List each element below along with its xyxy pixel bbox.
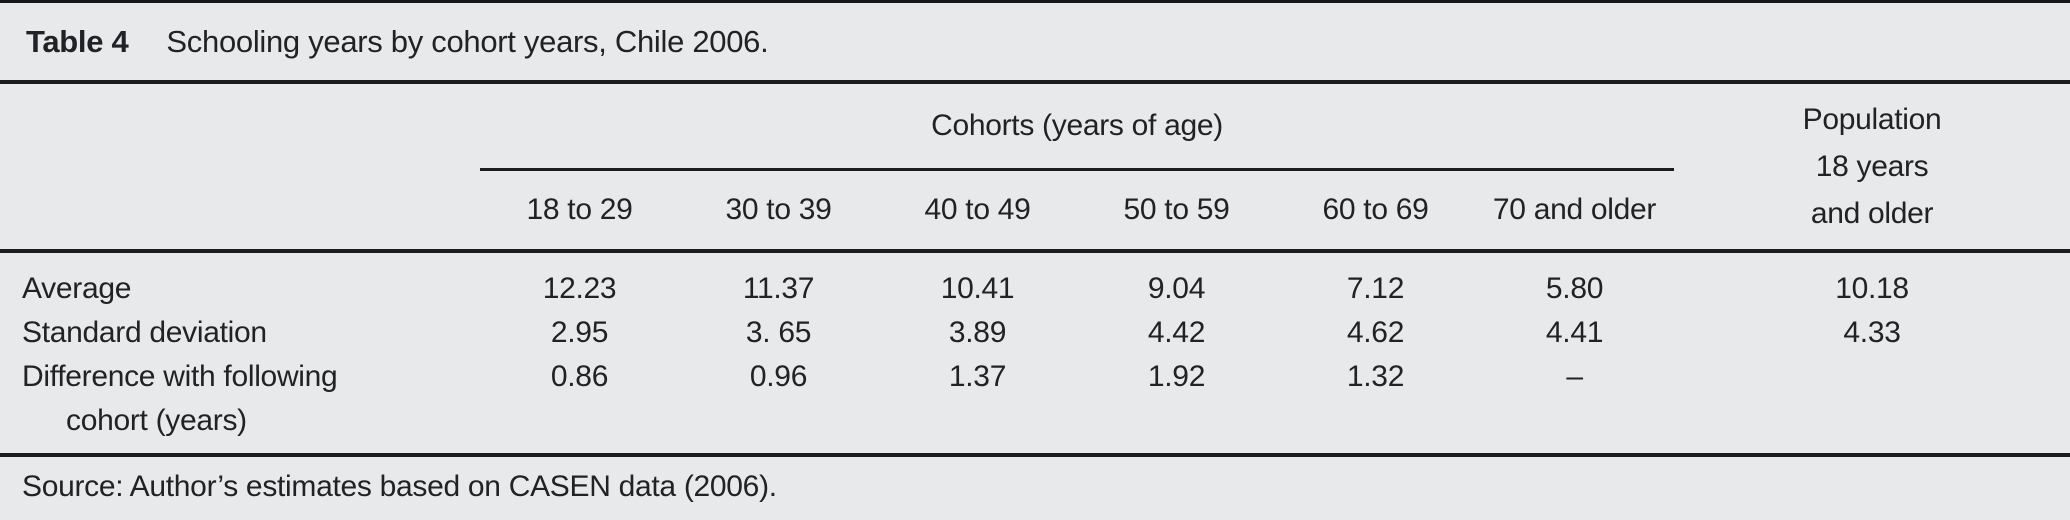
column-header-70-older: 70 and older bbox=[1475, 169, 1675, 253]
table-cell: 1.37 bbox=[948, 359, 1007, 393]
column-header-row: 18 to 29 30 to 39 40 to 49 50 to 59 60 t… bbox=[0, 169, 2070, 253]
table-cell-population bbox=[1674, 355, 2070, 455]
table-cell: 4.62 bbox=[1346, 315, 1405, 349]
population-header-line2: 18 years bbox=[1815, 149, 1929, 183]
row-label: Standard deviation bbox=[0, 311, 480, 355]
table-cell: – bbox=[1566, 359, 1583, 393]
schooling-table: Cohorts (years of age) Population 18 yea… bbox=[0, 84, 2070, 457]
cohorts-group-header: Cohorts (years of age) bbox=[480, 84, 1675, 171]
table-cell: 0.86 bbox=[550, 359, 609, 393]
column-header-18-29: 18 to 29 bbox=[480, 169, 679, 253]
table-cell: 1.32 bbox=[1346, 359, 1405, 393]
group-header-row: Cohorts (years of age) Population 18 yea… bbox=[0, 84, 2070, 253]
table-cell: 4.42 bbox=[1147, 315, 1206, 349]
column-header-50-59: 50 to 59 bbox=[1077, 169, 1276, 253]
table-cell: 10.41 bbox=[940, 271, 1015, 305]
header-spacer bbox=[0, 84, 480, 170]
table-cell-population: 10.18 bbox=[1835, 271, 1909, 305]
table-cell: 0.96 bbox=[749, 359, 808, 393]
column-header-30-39: 30 to 39 bbox=[679, 169, 878, 253]
population-header-line3: and older bbox=[1810, 196, 1934, 230]
row-label: Average bbox=[0, 251, 480, 311]
table-row-std-deviation: Standard deviation 2.95 3. 65 3.89 4.42 … bbox=[0, 311, 2070, 355]
table-row-difference: Difference with following cohort (years)… bbox=[0, 355, 2070, 455]
table-number: Table 4 bbox=[26, 23, 129, 59]
table-cell: 2.95 bbox=[550, 315, 609, 349]
row-label-text: Difference with following bbox=[22, 359, 338, 393]
row-label-text: Standard deviation bbox=[22, 315, 267, 349]
table-cell: 4.41 bbox=[1545, 315, 1604, 349]
table-cell-population: 4.33 bbox=[1843, 315, 1901, 349]
table-cell: 12.23 bbox=[542, 271, 617, 305]
population-header: Population 18 years and older bbox=[1674, 84, 2070, 253]
header-spacer bbox=[0, 169, 480, 253]
table-cell: 3. 65 bbox=[745, 315, 812, 349]
population-header-line1: Population bbox=[1802, 102, 1942, 136]
table-cell: 5.80 bbox=[1545, 271, 1604, 305]
table-cell: 11.37 bbox=[742, 271, 815, 305]
column-header-60-69: 60 to 69 bbox=[1276, 169, 1475, 253]
table-row-average: Average 12.23 11.37 10.41 9.04 7.12 5.80… bbox=[0, 251, 2070, 311]
table-cell: 7.12 bbox=[1346, 271, 1405, 305]
table-title: Schooling years by cohort years, Chile 2… bbox=[166, 23, 769, 59]
table-cell: 3.89 bbox=[948, 315, 1007, 349]
table-cell: 1.92 bbox=[1147, 359, 1206, 393]
column-header-40-49: 40 to 49 bbox=[878, 169, 1077, 253]
row-label-text: Average bbox=[22, 271, 132, 305]
row-label-line2: cohort (years) bbox=[66, 403, 247, 437]
table-cell: 9.04 bbox=[1147, 271, 1206, 305]
table-caption: Table 4 Schooling years by cohort years,… bbox=[0, 3, 2070, 84]
row-label: Difference with following cohort (years) bbox=[0, 355, 480, 455]
source-note: Source: Author’s estimates based on CASE… bbox=[22, 469, 777, 503]
